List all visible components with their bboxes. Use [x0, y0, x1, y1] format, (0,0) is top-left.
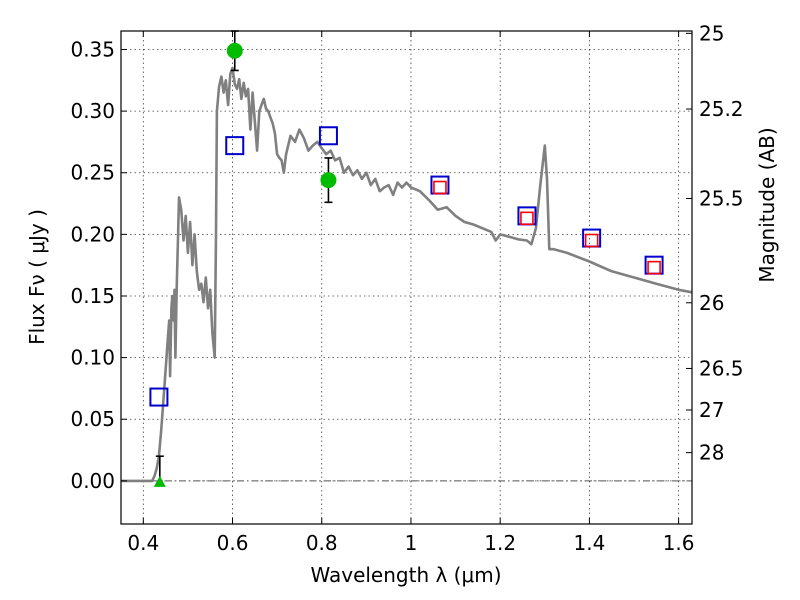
right-tick-label: 27 — [699, 398, 724, 422]
observed-band-square — [584, 233, 599, 248]
x-tick-label: 1.4 — [573, 531, 605, 555]
upper-limit-triangle — [153, 475, 166, 487]
x-tick-label: 0.8 — [306, 531, 338, 555]
x-tick-label: 1.2 — [484, 531, 516, 555]
y-tick-label: 0.35 — [70, 37, 115, 61]
y-tick-label: 0.00 — [70, 469, 115, 493]
x-axis-label: Wavelength λ (μm) — [310, 563, 501, 587]
model-band-square — [318, 126, 338, 146]
observed-band-square — [520, 211, 534, 226]
data-layer — [121, 30, 693, 487]
model-band-square — [149, 387, 169, 407]
model-band-square — [225, 136, 245, 156]
right-tick-label: 25 — [699, 21, 724, 45]
ticks-layer: 0.4 0.6 0.8 1 1.2 1.4 1.6 0.00 0.05 0.10 0.15 0.20 0… — [70, 21, 743, 555]
right-tick-label: 26 — [699, 291, 724, 315]
y-tick-label: 0.05 — [70, 407, 115, 431]
x-tick-label: 1 — [405, 531, 418, 555]
x-tick-label: 0.6 — [217, 531, 249, 555]
x-tick-label: 0.4 — [127, 531, 159, 555]
right-tick-label: 26.5 — [699, 356, 744, 380]
right-tick-label: 25.2 — [699, 97, 744, 121]
y-tick-label: 0.15 — [70, 284, 115, 308]
right-tick-label: 28 — [699, 441, 724, 465]
y-tick-label: 0.30 — [70, 99, 115, 123]
observed-band-square — [647, 260, 661, 275]
y-tick-label: 0.10 — [70, 346, 115, 370]
model-spectrum-line — [121, 66, 693, 483]
y-tick-label: 0.20 — [70, 222, 115, 246]
photometry-point — [320, 172, 337, 189]
y-axis-label: Flux Fν ( μJy ) — [25, 209, 49, 345]
x-tick-label: 1.6 — [663, 531, 695, 555]
right-axis-label: Magnitude (AB) — [755, 127, 779, 282]
photometry-point — [226, 42, 243, 59]
y-tick-label: 0.25 — [70, 161, 115, 185]
observed-band-square — [433, 180, 447, 195]
right-tick-label: 25.5 — [699, 186, 744, 210]
plot-frame — [120, 30, 693, 525]
